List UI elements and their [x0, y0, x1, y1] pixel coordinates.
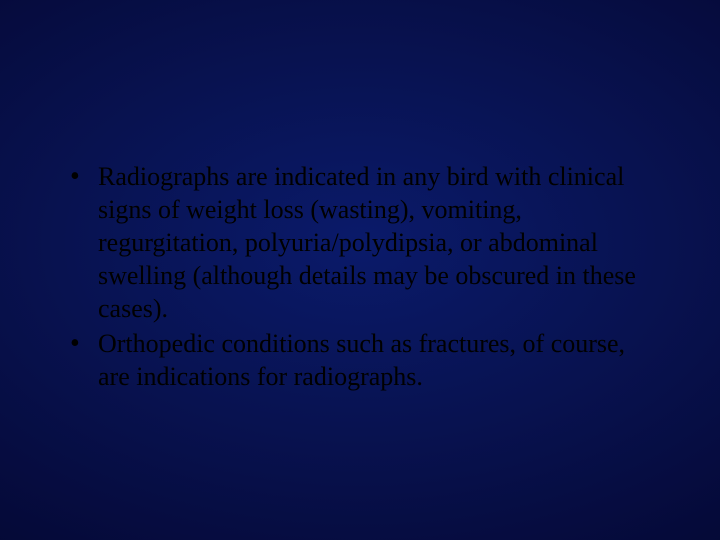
- bullet-marker-icon: •: [60, 160, 98, 193]
- slide-container: • Radiographs are indicated in any bird …: [0, 0, 720, 540]
- bullet-marker-icon: •: [60, 327, 98, 360]
- list-item: • Orthopedic conditions such as fracture…: [60, 327, 660, 393]
- bullet-list: • Radiographs are indicated in any bird …: [60, 160, 660, 393]
- list-item: • Radiographs are indicated in any bird …: [60, 160, 660, 325]
- bullet-text: Radiographs are indicated in any bird wi…: [98, 160, 660, 325]
- bullet-text: Orthopedic conditions such as fractures,…: [98, 327, 660, 393]
